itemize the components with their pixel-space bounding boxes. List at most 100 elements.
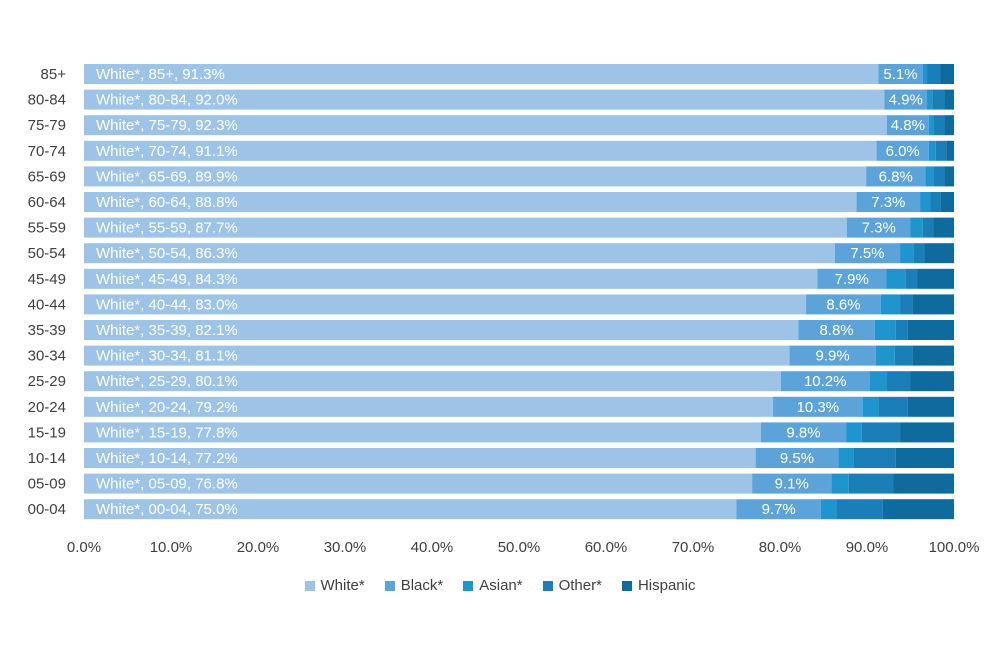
bar-segment-asian-25-29 bbox=[869, 371, 888, 392]
bar-segment-other-20-24 bbox=[878, 396, 908, 417]
bar-segment-asian-05-09 bbox=[831, 473, 849, 494]
bar-label-white-50-54: White*, 50-54, 86.3% bbox=[96, 245, 238, 262]
bar-segment-hispanic-75-79 bbox=[944, 115, 954, 136]
bar-segment-asian-15-19 bbox=[846, 422, 862, 443]
category-label-70-74: 70-74 bbox=[28, 143, 66, 160]
bar-label-black-40-44: 8.6% bbox=[826, 296, 860, 313]
bar-label-white-00-04: White*, 00-04, 75.0% bbox=[96, 501, 238, 518]
category-label-05-09: 05-09 bbox=[28, 476, 66, 493]
x-tick-label: 0.0% bbox=[67, 539, 101, 556]
bar-label-black-35-39: 8.8% bbox=[819, 322, 853, 339]
bar-segment-asian-35-39 bbox=[874, 320, 896, 340]
bar-label-black-65-69: 6.8% bbox=[879, 168, 913, 185]
bar-segment-white-75-79 bbox=[84, 115, 888, 136]
category-label-15-19: 15-19 bbox=[28, 424, 66, 441]
bar-label-black-15-19: 9.8% bbox=[786, 424, 820, 441]
category-label-35-39: 35-39 bbox=[28, 322, 66, 339]
legend-item-other: Other* bbox=[542, 577, 602, 594]
x-tick-label: 50.0% bbox=[498, 539, 541, 556]
bar-segment-hispanic-05-09 bbox=[893, 473, 954, 494]
bar-segment-other-65-69 bbox=[933, 166, 945, 187]
bar-label-white-70-74: White*, 70-74, 91.1% bbox=[96, 143, 238, 160]
bar-label-white-65-69: White*, 65-69, 89.9% bbox=[96, 168, 238, 185]
bar-segment-black-75-79 bbox=[887, 115, 929, 136]
bar-segment-black-50-54 bbox=[834, 243, 901, 264]
bar-segment-other-55-59 bbox=[922, 217, 934, 238]
bar-segment-black-25-29 bbox=[780, 371, 870, 392]
category-label-20-24: 20-24 bbox=[28, 399, 66, 416]
bar-label-black-60-64: 7.3% bbox=[871, 194, 905, 211]
legend-label: Other* bbox=[558, 577, 602, 594]
bar-segment-hispanic-20-24 bbox=[907, 396, 954, 417]
bar-segment-other-40-44 bbox=[900, 294, 913, 315]
bar-segment-other-60-64 bbox=[930, 192, 941, 212]
bar-segment-hispanic-35-39 bbox=[907, 320, 954, 340]
bar-segment-white-80-84 bbox=[84, 89, 885, 110]
bar-label-white-25-29: White*, 25-29, 80.1% bbox=[96, 373, 238, 390]
legend-item-asian: Asian* bbox=[463, 577, 523, 594]
bar-label-white-80-84: White*, 80-84, 92.0% bbox=[96, 92, 238, 109]
category-label-00-04: 00-04 bbox=[28, 501, 66, 518]
bar-segment-black-55-59 bbox=[846, 217, 911, 238]
category-label-75-79: 75-79 bbox=[28, 117, 66, 134]
bar-segment-asian-45-49 bbox=[886, 268, 906, 289]
bar-segment-hispanic-40-44 bbox=[912, 294, 954, 315]
bar-segment-hispanic-10-14 bbox=[895, 448, 954, 468]
bar-segment-other-00-04 bbox=[836, 499, 883, 520]
bar-segment-asian-10-14 bbox=[838, 448, 854, 468]
bar-label-white-20-24: White*, 20-24, 79.2% bbox=[96, 399, 238, 416]
bar-label-black-80-84: 4.9% bbox=[889, 92, 923, 109]
x-tick-label: 80.0% bbox=[759, 539, 802, 556]
bar-segment-white-20-24 bbox=[84, 396, 774, 417]
bar-segment-black-00-04 bbox=[736, 499, 821, 520]
bar-segment-white-40-44 bbox=[84, 294, 807, 315]
bar-segment-white-70-74 bbox=[84, 140, 877, 161]
bar-segment-black-10-14 bbox=[755, 448, 839, 468]
bar-segment-hispanic-55-59 bbox=[933, 217, 954, 238]
x-axis-ticks: 0.0% 10.0% 20.0% 30.0% 40.0% 50.0% 60.0% 70.0% 8… bbox=[67, 539, 980, 556]
bar-segment-other-05-09 bbox=[848, 473, 894, 494]
bar-segment-white-00-04 bbox=[84, 499, 737, 520]
x-tick-label: 40.0% bbox=[411, 539, 454, 556]
category-label-85+: 85+ bbox=[41, 66, 67, 83]
bar-segment-white-50-54 bbox=[84, 243, 835, 264]
bar-label-black-30-34: 9.9% bbox=[816, 348, 850, 365]
x-tick-label: 10.0% bbox=[150, 539, 193, 556]
legend-item-hispanic: Hispanic bbox=[621, 577, 695, 594]
bar-segment-hispanic-85+ bbox=[940, 64, 954, 84]
bar-label-white-10-14: White*, 10-14, 77.2% bbox=[96, 450, 238, 467]
bar-segment-asian-75-79 bbox=[928, 115, 934, 136]
bar-segment-black-35-39 bbox=[798, 320, 875, 340]
bar-segment-other-85+ bbox=[927, 64, 941, 84]
bar-segment-white-15-19 bbox=[84, 422, 761, 443]
bar-segment-white-60-64 bbox=[84, 192, 857, 212]
bar-segment-asian-55-59 bbox=[910, 217, 923, 238]
bar-segment-other-45-49 bbox=[905, 268, 918, 289]
bar-label-black-70-74: 6.0% bbox=[886, 143, 920, 160]
bar-label-black-25-29: 10.2% bbox=[804, 373, 847, 390]
x-tick-label: 100.0% bbox=[929, 539, 980, 556]
bar-segment-asian-65-69 bbox=[925, 166, 934, 187]
category-label-45-49: 45-49 bbox=[28, 271, 66, 288]
category-label-80-84: 80-84 bbox=[28, 92, 66, 109]
bar-label-black-50-54: 7.5% bbox=[850, 245, 884, 262]
category-labels: 85+ 80-84 75-79 70-74 65-69 60-64 55-59 50-54 45… bbox=[28, 66, 67, 518]
legend-item-black: Black* bbox=[384, 577, 443, 594]
bar-segment-hispanic-00-04 bbox=[882, 499, 954, 520]
legend: White* Black* Asian* Other* Hispanic bbox=[0, 577, 1000, 594]
legend-swatch bbox=[542, 580, 553, 591]
bar-segment-asian-80-84 bbox=[927, 89, 933, 110]
bar-segment-hispanic-25-29 bbox=[910, 371, 954, 392]
bar-segment-black-60-64 bbox=[856, 192, 921, 212]
x-tick-label: 30.0% bbox=[324, 539, 367, 556]
bar-label-black-05-09: 9.1% bbox=[775, 476, 809, 493]
x-tick-label: 60.0% bbox=[585, 539, 628, 556]
bar-segment-other-15-19 bbox=[861, 422, 901, 443]
bar-segment-other-35-39 bbox=[895, 320, 908, 340]
bar-label-black-20-24: 10.3% bbox=[797, 399, 840, 416]
bar-label-white-05-09: White*, 05-09, 76.8% bbox=[96, 476, 238, 493]
bar-segment-black-20-24 bbox=[773, 396, 863, 417]
bar-segment-asian-70-74 bbox=[928, 140, 936, 161]
bar-segment-hispanic-70-74 bbox=[946, 140, 954, 161]
x-tick-label: 20.0% bbox=[237, 539, 280, 556]
